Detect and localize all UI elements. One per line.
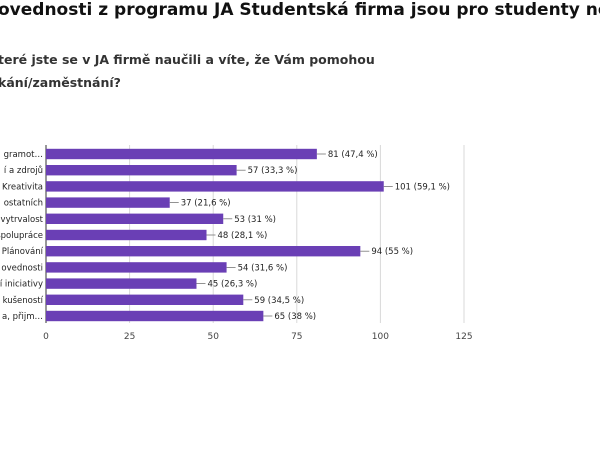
x-tick-label: 75 [291, 332, 302, 342]
x-tick-label: 0 [43, 332, 49, 342]
bar [46, 310, 264, 322]
category-label: ovednosti [1, 263, 43, 273]
bar [46, 262, 227, 273]
bar [46, 229, 207, 241]
category-label: a, přijm… [2, 312, 43, 322]
category-label: ostatních [4, 199, 43, 209]
bar [46, 148, 317, 160]
bar [46, 181, 384, 192]
bar [46, 246, 361, 257]
category-label: vytrvalost [1, 215, 44, 225]
x-tick-label: 125 [455, 332, 472, 342]
bar [46, 165, 237, 176]
question-line-1: teré jste se v JA firmě naučili a víte, … [0, 52, 375, 67]
bar [46, 278, 197, 289]
category-label: spolupráce [0, 231, 43, 241]
data-label: 65 (38 %) [274, 312, 316, 322]
x-tick-label: 100 [372, 332, 389, 342]
question-text: teré jste se v JA firmě naučili a víte, … [0, 48, 375, 94]
data-label: 54 (31,6 %) [238, 263, 288, 273]
data-label: 53 (31 %) [234, 215, 276, 225]
data-label: 57 (33,3 %) [248, 166, 298, 176]
data-label: 81 (47,4 %) [328, 150, 378, 160]
category-label: Kreativita [2, 182, 43, 192]
data-label: 94 (55 %) [371, 247, 413, 257]
data-label: 48 (28,1 %) [218, 231, 268, 241]
page-title: ovednosti z programu JA Studentská firma… [0, 0, 600, 20]
category-label: í iniciativy [0, 280, 43, 290]
data-label: 37 (21,6 %) [181, 199, 231, 209]
category-label: kušeností [3, 295, 44, 306]
data-label: 59 (34,5 %) [254, 296, 304, 306]
data-label: 45 (26,3 %) [207, 280, 257, 290]
bar [46, 213, 224, 224]
bar [46, 294, 244, 305]
category-label: gramot… [4, 150, 43, 160]
x-tick-label: 50 [207, 332, 219, 342]
category-label: í a zdrojů [4, 165, 43, 176]
bar [46, 197, 170, 208]
category-label: Plánování [2, 247, 44, 257]
data-label: 101 (59,1 %) [395, 182, 450, 192]
x-tick-label: 25 [124, 332, 135, 342]
question-line-2: kání/zaměstnání? [0, 75, 121, 90]
